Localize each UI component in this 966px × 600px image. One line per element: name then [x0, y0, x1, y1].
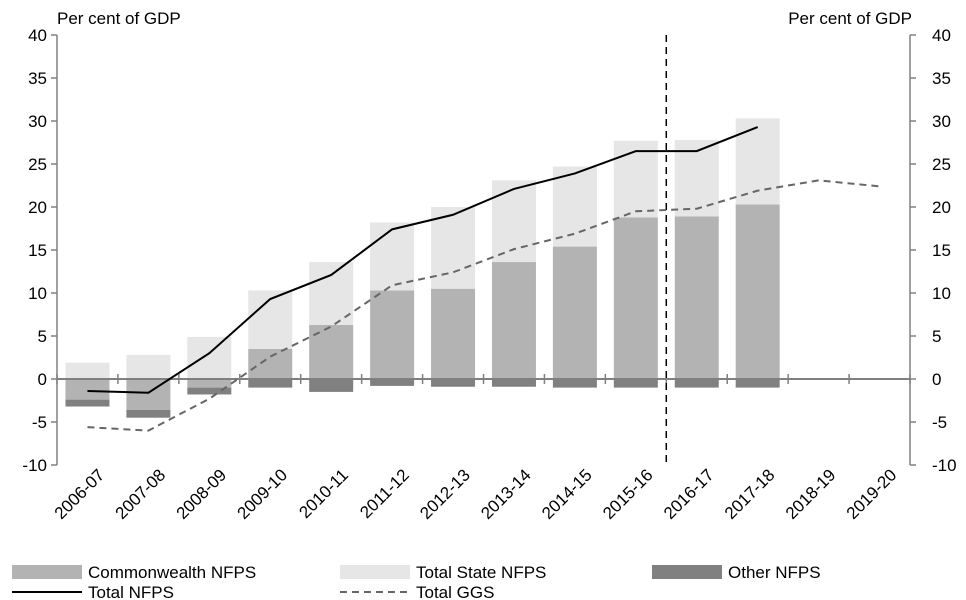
- bar-commonwealth-nfps-2009-10: [248, 348, 293, 379]
- x-tick-label: 2015-16: [599, 465, 657, 523]
- bar-other-nfps-2012-13: [431, 379, 476, 387]
- right-y-tick-label: 15: [932, 241, 951, 260]
- x-tick-label: 2010-11: [295, 465, 352, 522]
- x-tick-label: 2007-08: [112, 465, 170, 523]
- left-y-tick-label: 35: [28, 69, 47, 88]
- right-y-tick-label: 25: [932, 155, 951, 174]
- right-y-tick-label: 5: [932, 327, 941, 346]
- legend-label-total-state-nfps: Total State NFPS: [416, 563, 546, 582]
- axes-layer: -10 -10 -5 -5 0 0 5 5 10 10 15 15 20 20 25 25 30 30 35 35 40…: [22, 26, 956, 523]
- right-y-tick-label: 35: [932, 69, 951, 88]
- legend-swatch-total-state-nfps: [340, 565, 410, 579]
- right-y-tick-label: 40: [932, 26, 951, 45]
- bar-other-nfps-2014-15: [552, 379, 597, 388]
- bar-total-state-nfps-2015-16: [613, 140, 658, 218]
- right-y-tick-label: 0: [932, 370, 941, 389]
- x-tick-label: 2018-19: [782, 465, 840, 523]
- right-y-tick-label: 10: [932, 284, 951, 303]
- line-total-ggs: [87, 179, 880, 432]
- bar-other-nfps-2010-11: [309, 379, 354, 392]
- legend-label-commonwealth-nfps: Commonwealth NFPS: [88, 563, 256, 582]
- bar-other-nfps-2007-08: [126, 409, 171, 418]
- bar-total-state-nfps-2007-08: [126, 354, 171, 379]
- bar-total-state-nfps-2008-09: [187, 336, 232, 379]
- bar-other-nfps-2017-18: [735, 379, 780, 388]
- bar-commonwealth-nfps-2012-13: [431, 288, 476, 379]
- bar-total-state-nfps-2006-07: [65, 362, 110, 379]
- legend-label-other-nfps: Other NFPS: [728, 563, 821, 582]
- legend: Commonwealth NFPS Total State NFPS Other N…: [12, 563, 821, 600]
- line-layer: [87, 126, 880, 432]
- bar-layer: [65, 118, 780, 418]
- bar-other-nfps-2015-16: [613, 379, 658, 388]
- right-y-tick-label: -5: [932, 413, 947, 432]
- bar-other-nfps-2008-09: [187, 387, 232, 395]
- right-y-tick-label: -10: [932, 456, 957, 475]
- x-tick-label: 2006-07: [51, 465, 109, 523]
- left-y-tick-label: -5: [32, 413, 47, 432]
- x-tick-label: 2009-10: [234, 465, 292, 523]
- left-axis-title: Per cent of GDP: [57, 9, 181, 28]
- legend-swatch-other-nfps: [652, 565, 722, 579]
- x-tick-label: 2019-20: [843, 465, 901, 523]
- bar-commonwealth-nfps-2011-12: [370, 290, 415, 379]
- x-tick-label: 2013-14: [477, 465, 535, 523]
- bar-commonwealth-nfps-2008-09: [187, 379, 232, 388]
- bar-commonwealth-nfps-2016-17: [674, 216, 719, 379]
- bar-commonwealth-nfps-2013-14: [491, 262, 536, 379]
- bar-total-state-nfps-2010-11: [309, 262, 354, 325]
- x-tick-label: 2011-12: [356, 465, 413, 522]
- left-y-tick-label: 15: [28, 241, 47, 260]
- legend-swatch-commonwealth-nfps: [12, 565, 82, 579]
- left-y-tick-label: 25: [28, 155, 47, 174]
- bar-other-nfps-2016-17: [674, 379, 719, 388]
- left-y-tick-label: 30: [28, 112, 47, 131]
- legend-label-total-ggs: Total GGS: [416, 583, 494, 600]
- bar-commonwealth-nfps-2010-11: [309, 324, 354, 379]
- x-tick-label: 2014-15: [538, 465, 596, 523]
- line-total-nfps: [87, 126, 759, 394]
- bar-commonwealth-nfps-2014-15: [552, 246, 597, 379]
- bar-other-nfps-2011-12: [370, 379, 415, 386]
- bar-commonwealth-nfps-2017-18: [735, 204, 780, 379]
- left-y-tick-label: 20: [28, 198, 47, 217]
- right-y-tick-label: 30: [932, 112, 951, 131]
- bar-other-nfps-2009-10: [248, 379, 293, 388]
- x-tick-label: 2008-09: [173, 465, 231, 523]
- x-tick-label: 2012-13: [416, 465, 474, 523]
- bar-commonwealth-nfps-2006-07: [65, 379, 110, 400]
- legend-label-total-nfps: Total NFPS: [88, 583, 174, 600]
- x-tick-label: 2017-18: [721, 465, 779, 523]
- left-y-tick-label: -10: [22, 456, 47, 475]
- left-y-tick-label: 40: [28, 26, 47, 45]
- left-y-tick-label: 0: [38, 370, 47, 389]
- bar-total-state-nfps-2012-13: [431, 207, 476, 289]
- bar-total-state-nfps-2014-15: [552, 166, 597, 247]
- right-axis-title: Per cent of GDP: [788, 9, 912, 28]
- bar-other-nfps-2013-14: [491, 379, 536, 387]
- bar-total-state-nfps-2011-12: [370, 222, 415, 291]
- bar-other-nfps-2006-07: [65, 399, 110, 407]
- left-y-tick-label: 10: [28, 284, 47, 303]
- left-y-tick-label: 5: [38, 327, 47, 346]
- bar-commonwealth-nfps-2015-16: [613, 217, 658, 379]
- right-y-tick-label: 20: [932, 198, 951, 217]
- x-tick-label: 2016-17: [660, 465, 718, 523]
